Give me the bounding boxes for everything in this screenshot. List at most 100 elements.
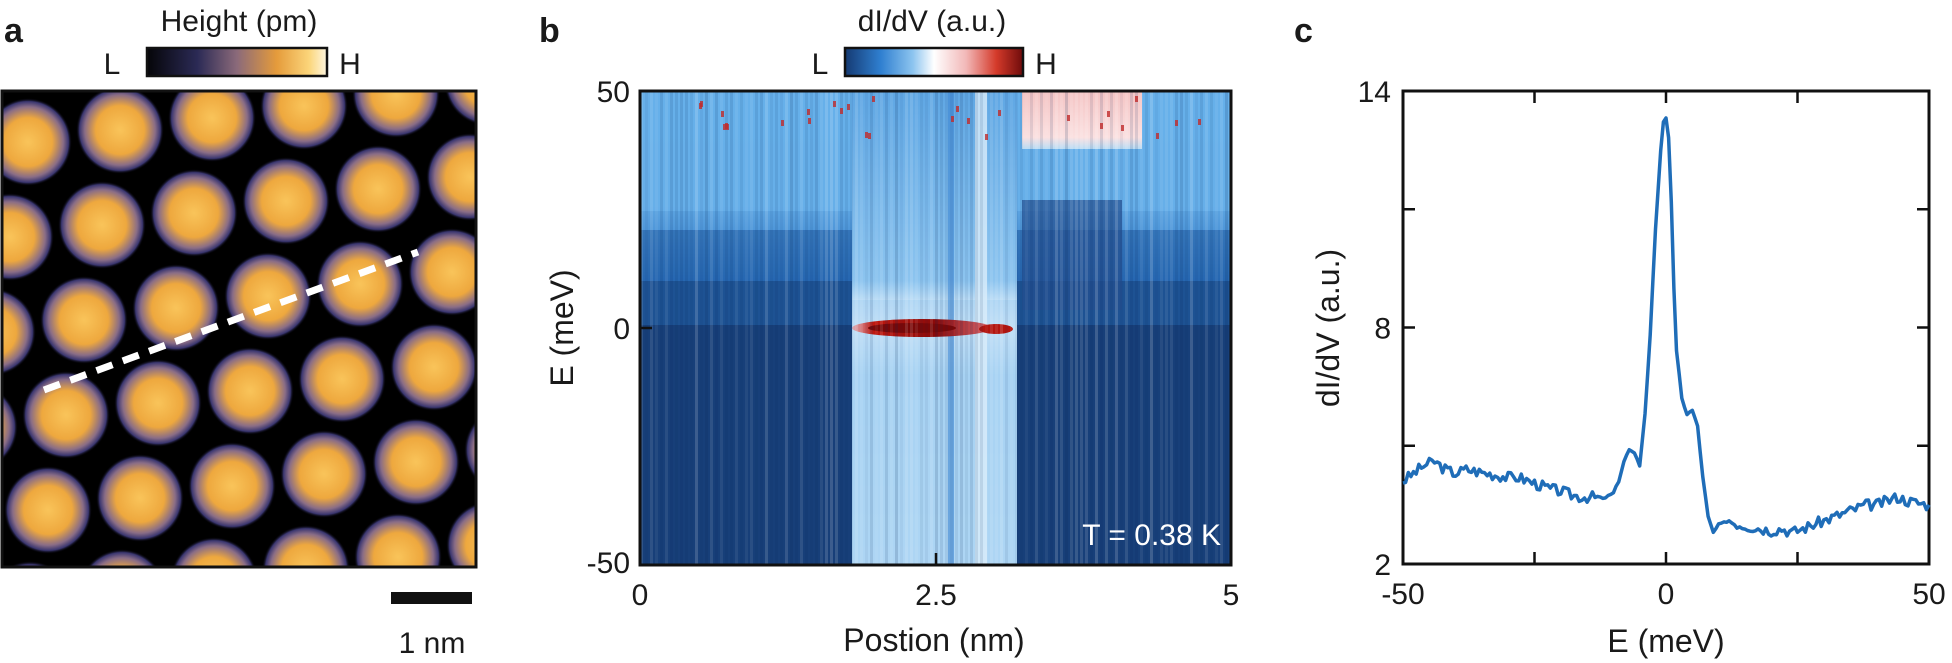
map-streak: [690, 91, 693, 565]
map-streak: [1065, 91, 1068, 565]
map-noise-pixel: [723, 124, 726, 130]
map-streak: [760, 91, 763, 565]
map-streak: [930, 91, 933, 565]
map-streak: [1185, 91, 1188, 565]
spectrum-xtick-label: 0: [1658, 578, 1675, 611]
map-streak: [1050, 91, 1053, 565]
topo-colorbar: Height (pm) L H: [104, 5, 361, 81]
topography-atom: [354, 513, 442, 567]
map-streak: [810, 91, 813, 565]
map-streak: [1045, 91, 1048, 565]
topography-image: [2, 91, 476, 567]
topography-atom: [7, 561, 53, 567]
map-streak: [920, 91, 923, 565]
map-streak: [1010, 91, 1013, 565]
topography-atom: [22, 371, 110, 459]
panel-a: a Height (pm) L H 1 nm: [0, 5, 478, 660]
map-ytick-minus50: -50: [587, 547, 630, 580]
map-streak: [660, 91, 663, 565]
map-streak: [840, 91, 843, 565]
map-streak: [1210, 91, 1213, 565]
map-streak: [755, 91, 758, 565]
map-streak: [990, 91, 993, 565]
map-xtick-5: 5: [1223, 579, 1240, 612]
map-streak: [1025, 91, 1028, 565]
map-streak: [970, 91, 973, 565]
map-streak: [935, 91, 938, 565]
map-streak: [895, 91, 898, 565]
panel-a-label: a: [4, 12, 24, 50]
map-noise-pixel: [1121, 125, 1124, 131]
map-noise-pixel: [1198, 119, 1201, 125]
map-streak: [1080, 91, 1083, 565]
map-streak: [855, 91, 858, 565]
map-noise-pixel: [700, 101, 703, 107]
topography-atom: [58, 181, 146, 269]
panel-c: c 2 8 14 -50 0 50 E (meV) dI/dV (a.u.): [1294, 12, 1946, 659]
map-streak: [675, 91, 678, 565]
spectrum-ylabel: dI/dV (a.u.): [1310, 249, 1346, 407]
spectrum-xlabel: E (meV): [1607, 623, 1724, 659]
scalebar: 1 nm: [391, 592, 472, 660]
map-streak: [1070, 91, 1073, 565]
panel-b-label: b: [539, 12, 560, 50]
topography-atom: [262, 525, 350, 567]
topography-atom: [4, 466, 92, 554]
map-streak: [655, 91, 658, 565]
map-streak: [1115, 91, 1118, 565]
map-streak: [670, 91, 673, 565]
map-streak: [805, 91, 808, 565]
scalebar-label: 1 nm: [399, 627, 466, 660]
map-noise-pixel: [1175, 120, 1178, 126]
map-streak: [770, 91, 773, 565]
topography-atom: [334, 145, 422, 233]
map-streak: [785, 91, 788, 565]
map-streak: [750, 91, 753, 565]
map-streak: [1000, 91, 1003, 565]
topography-atom: [168, 91, 256, 162]
map-noise-pixel: [865, 132, 868, 138]
map-streak: [720, 91, 723, 565]
map-streak: [665, 91, 668, 565]
map-streak: [1060, 91, 1063, 565]
didv-colorbar-high: H: [1035, 48, 1057, 81]
scalebar-bar: [391, 592, 472, 604]
topography-atom: [188, 442, 276, 530]
map-noise-pixel: [1156, 133, 1159, 139]
topography-atom: [172, 537, 256, 567]
map-xtick-0: 0: [632, 579, 649, 612]
map-noise-pixel: [1067, 115, 1070, 121]
map-streak: [1015, 91, 1018, 565]
topography-atom: [114, 359, 202, 447]
map-streak: [1150, 91, 1153, 565]
topography-atom: [2, 193, 54, 281]
map-streak: [965, 91, 968, 565]
map-streak: [695, 91, 698, 565]
map-streak: [1120, 91, 1123, 565]
map-xtick-2-5: 2.5: [915, 579, 957, 612]
spectrum-ytick-label: 8: [1374, 313, 1391, 346]
map-streak: [1040, 91, 1043, 565]
map-noise-pixel: [807, 109, 810, 115]
map-streak: [945, 91, 948, 565]
topography-atom: [426, 133, 476, 221]
map-ytick-0: 0: [613, 313, 630, 346]
map-streak: [950, 91, 953, 565]
didv-map-ticks: [638, 89, 1233, 567]
map-streak: [980, 91, 983, 565]
map-streak: [790, 91, 793, 565]
topography-atom: [408, 228, 476, 316]
map-streak: [705, 91, 708, 565]
map-streak: [1100, 91, 1103, 565]
topo-colorbar-high: H: [339, 48, 361, 81]
map-ytick-50: 50: [597, 76, 630, 109]
topography-atom: [2, 289, 36, 375]
topography-atom: [76, 91, 164, 174]
map-streak: [910, 91, 913, 565]
map-xlabel: Postion (nm): [843, 622, 1024, 658]
didv-map-xticks: 0 2.5 5: [632, 579, 1240, 612]
map-streak: [1035, 91, 1038, 565]
map-streak: [1020, 91, 1023, 565]
map-noise-pixel: [725, 123, 728, 129]
didv-map-yticks: 50 0 -50: [587, 76, 630, 580]
